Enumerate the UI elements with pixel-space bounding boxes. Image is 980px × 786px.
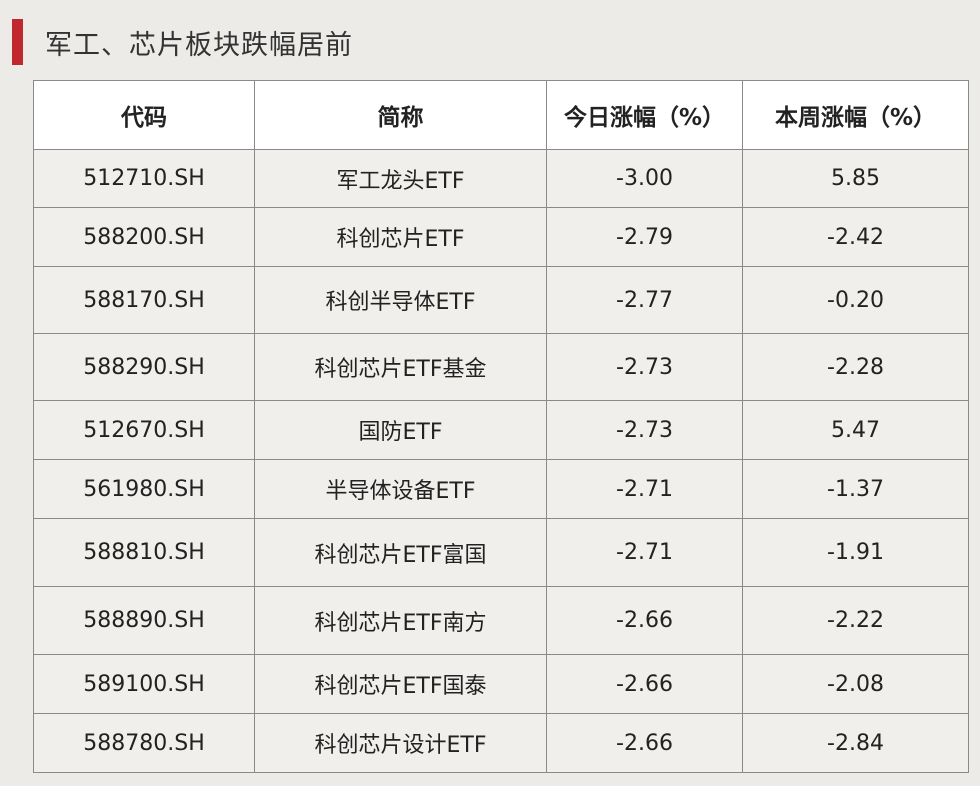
cell-week-change: -2.08: [742, 654, 969, 714]
table-row: 512710.SH 军工龙头ETF -3.00 5.85: [33, 149, 969, 208]
cell-week-change: 5.85: [742, 149, 969, 208]
cell-code: 588170.SH: [33, 266, 255, 334]
cell-name: 科创芯片ETF: [254, 207, 547, 267]
cell-code: 588890.SH: [33, 586, 255, 655]
cell-today-change: -2.79: [546, 207, 743, 267]
table-row: 588200.SH 科创芯片ETF -2.79 -2.42: [33, 207, 969, 267]
cell-week-change: -2.42: [742, 207, 969, 267]
cell-code: 588810.SH: [33, 518, 255, 587]
cell-today-change: -2.71: [546, 459, 743, 519]
cell-code: 512670.SH: [33, 400, 255, 460]
cell-week-change: -1.37: [742, 459, 969, 519]
table-row: 512670.SH 国防ETF -2.73 5.47: [33, 400, 969, 460]
cell-week-change: -2.84: [742, 713, 969, 773]
table-row: 588170.SH 科创半导体ETF -2.77 -0.20: [33, 266, 969, 334]
cell-week-change: 5.47: [742, 400, 969, 460]
cell-week-change: -0.20: [742, 266, 969, 334]
cell-name: 科创芯片设计ETF: [254, 713, 547, 773]
cell-today-change: -2.71: [546, 518, 743, 587]
cell-name: 国防ETF: [254, 400, 547, 460]
cell-code: 512710.SH: [33, 149, 255, 208]
cell-today-change: -3.00: [546, 149, 743, 208]
page-title: 军工、芯片板块跌幅居前: [45, 29, 353, 61]
cell-name: 半导体设备ETF: [254, 459, 547, 519]
header-today-change: 今日涨幅（%）: [546, 80, 743, 150]
cell-today-change: -2.66: [546, 586, 743, 655]
title-accent-bar: [12, 19, 23, 65]
cell-today-change: -2.73: [546, 400, 743, 460]
cell-name: 科创芯片ETF基金: [254, 333, 547, 401]
header-week-change: 本周涨幅（%）: [742, 80, 969, 150]
table-row: 588290.SH 科创芯片ETF基金 -2.73 -2.28: [33, 333, 969, 401]
header-code: 代码: [33, 80, 255, 150]
etf-table: 代码 简称 今日涨幅（%） 本周涨幅（%） 512710.SH 军工龙头ETF …: [33, 80, 969, 773]
cell-name: 科创芯片ETF富国: [254, 518, 547, 587]
cell-today-change: -2.77: [546, 266, 743, 334]
cell-name: 科创芯片ETF南方: [254, 586, 547, 655]
cell-week-change: -2.22: [742, 586, 969, 655]
cell-code: 589100.SH: [33, 654, 255, 714]
table-header-row: 代码 简称 今日涨幅（%） 本周涨幅（%）: [33, 80, 969, 150]
table-row: 588890.SH 科创芯片ETF南方 -2.66 -2.22: [33, 586, 969, 655]
table-row: 561980.SH 半导体设备ETF -2.71 -1.37: [33, 459, 969, 519]
cell-week-change: -1.91: [742, 518, 969, 587]
cell-code: 588200.SH: [33, 207, 255, 267]
table-row: 589100.SH 科创芯片ETF国泰 -2.66 -2.08: [33, 654, 969, 714]
cell-name: 科创芯片ETF国泰: [254, 654, 547, 714]
table-row: 588780.SH 科创芯片设计ETF -2.66 -2.84: [33, 713, 969, 773]
cell-today-change: -2.66: [546, 654, 743, 714]
cell-code: 588780.SH: [33, 713, 255, 773]
cell-code: 561980.SH: [33, 459, 255, 519]
cell-code: 588290.SH: [33, 333, 255, 401]
table-row: 588810.SH 科创芯片ETF富国 -2.71 -1.91: [33, 518, 969, 587]
cell-name: 科创半导体ETF: [254, 266, 547, 334]
title-bar: 军工、芯片板块跌幅居前: [12, 18, 353, 66]
header-name: 简称: [254, 80, 547, 150]
cell-name: 军工龙头ETF: [254, 149, 547, 208]
cell-today-change: -2.73: [546, 333, 743, 401]
cell-week-change: -2.28: [742, 333, 969, 401]
cell-today-change: -2.66: [546, 713, 743, 773]
